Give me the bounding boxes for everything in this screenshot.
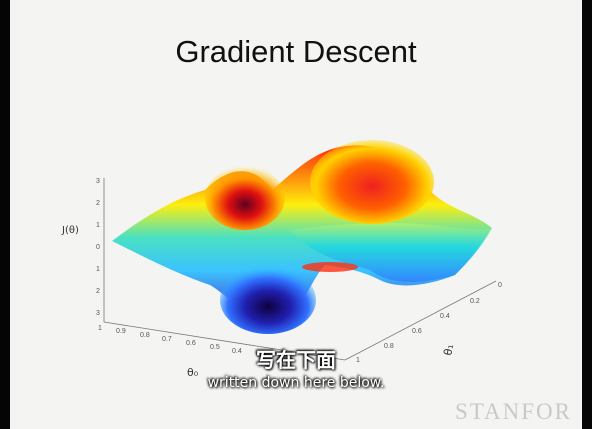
- theta1-axis-label: θ₁: [441, 343, 456, 356]
- theta0-axis-label: θ₀: [187, 366, 199, 379]
- theta0-tick: 0.4: [232, 348, 242, 355]
- axis-lines: [103, 178, 497, 361]
- theta1-tick: 0: [498, 282, 502, 289]
- theta1-tick: 0.2: [470, 298, 480, 305]
- theta0-tick: 0.8: [140, 332, 150, 339]
- j-tick: 3: [96, 310, 100, 317]
- subtitle-english: written down here below.: [207, 375, 385, 391]
- surface-peak-right: [310, 140, 434, 224]
- j-tick: 1: [96, 222, 100, 229]
- subtitle-chinese: 写在下面: [256, 348, 336, 372]
- theta0-tick: 0.6: [186, 340, 196, 347]
- j-tick: 2: [96, 200, 100, 207]
- surface-pit: [220, 266, 316, 334]
- theta0-tick: 0.9: [116, 328, 126, 335]
- surface-peak-left: [205, 166, 285, 230]
- theta0-tick: 0.7: [162, 336, 172, 343]
- theta1-tick: 0.4: [440, 313, 450, 320]
- theta0-tick: 0.5: [210, 344, 220, 351]
- j-tick: 0: [96, 244, 100, 251]
- stanford-watermark-logo: STANFOR: [455, 399, 572, 424]
- theta1-tick: 0.6: [412, 328, 422, 335]
- theta0-tick: 0.3: [256, 352, 266, 359]
- letterbox-left: [0, 0, 10, 429]
- j-tick: 3: [96, 178, 100, 185]
- theta1-tick: 1: [356, 357, 360, 364]
- surface-red-strip: [302, 262, 358, 272]
- theta1-tick: 0.8: [384, 343, 394, 350]
- j-tick: 2: [96, 288, 100, 295]
- theta0-axis-ticks: 1 0.9 0.8 0.7 0.6 0.5 0.4 0.3: [98, 325, 266, 359]
- surface-right-plateau: [290, 222, 492, 282]
- j-axis-label: J(θ): [61, 225, 79, 236]
- theta0-tick: 1: [98, 325, 102, 332]
- theta1-axis-ticks: 0 0.2 0.4 0.6 0.8 1: [356, 282, 502, 364]
- j-axis-ticks: 3 2 1 0 1 2 3: [96, 178, 100, 317]
- j-tick: 1: [96, 266, 100, 273]
- slide-title: Gradient Descent: [175, 34, 417, 69]
- letterbox-right: [582, 0, 592, 429]
